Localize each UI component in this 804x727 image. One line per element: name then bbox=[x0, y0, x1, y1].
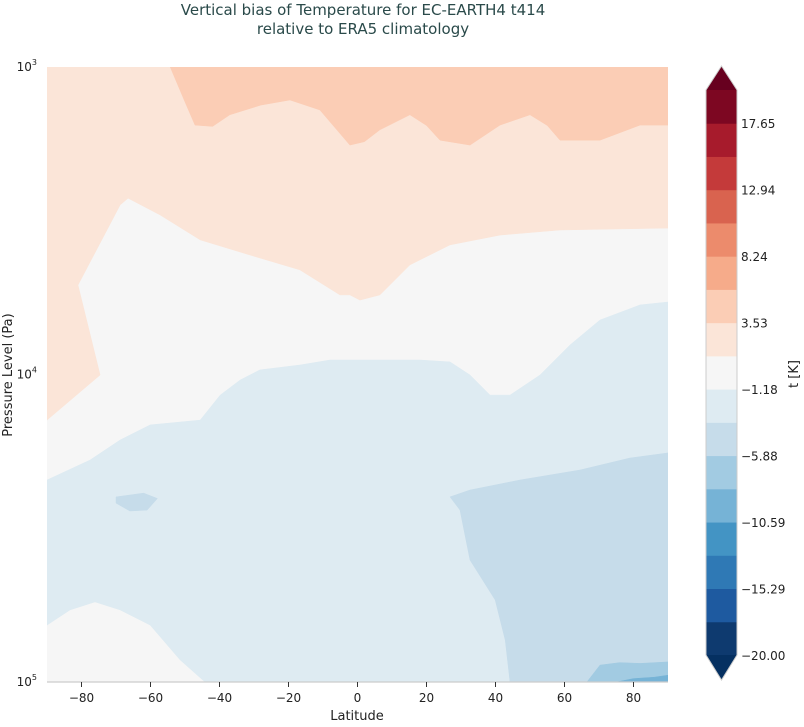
y-tick-exponent: 5 bbox=[32, 673, 37, 682]
y-tick-exponent: 4 bbox=[32, 366, 37, 375]
contour-region-5 bbox=[586, 661, 668, 682]
colorbar-bin bbox=[706, 289, 737, 324]
colorbar-tick-label: 3.53 bbox=[741, 317, 768, 331]
contour-region-3 bbox=[449, 452, 668, 682]
contour-region-0 bbox=[47, 67, 668, 421]
colorbar-bin bbox=[706, 355, 737, 390]
colorbar-over-arrow bbox=[706, 66, 737, 90]
x-tick-label: −60 bbox=[138, 691, 163, 705]
x-axis: −80 −60 −40 −20 0 20 40 60 80 bbox=[69, 682, 641, 705]
contour-regions bbox=[47, 67, 668, 682]
colorbar-bin bbox=[706, 189, 737, 224]
colorbar-bin bbox=[706, 588, 737, 623]
colorbar-bin bbox=[706, 256, 737, 290]
x-tick-label: 80 bbox=[626, 691, 641, 705]
colorbar-bin bbox=[706, 389, 737, 423]
y-tick-exponent: 3 bbox=[32, 58, 37, 67]
contour-region-6 bbox=[616, 674, 668, 682]
colorbar-tick-label: −5.88 bbox=[741, 450, 778, 464]
colorbar-bin bbox=[706, 156, 737, 191]
colorbar-bin bbox=[706, 522, 737, 556]
y-tick-label: 104 bbox=[17, 366, 37, 382]
colorbar-outline bbox=[705, 65, 738, 681]
y-axis: 103 104 105 bbox=[17, 58, 37, 689]
colorbar-bin bbox=[706, 455, 737, 490]
y-axis-label: Pressure Level (Pa) bbox=[1, 313, 16, 436]
y-tick-label: 103 bbox=[17, 58, 37, 74]
colorbar-tick-label: 17.65 bbox=[741, 117, 775, 131]
x-tick-label: −80 bbox=[69, 691, 94, 705]
x-tick-label: 0 bbox=[354, 691, 362, 705]
chart-title-line-2: relative to ERA5 climatology bbox=[257, 20, 469, 38]
colorbar-tick-label: 8.24 bbox=[741, 250, 768, 264]
colorbar-bin bbox=[706, 422, 737, 457]
x-tick-label: −20 bbox=[276, 691, 301, 705]
chart-title-line-1: Vertical bias of Temperature for EC-EART… bbox=[181, 1, 545, 19]
colorbar-tick-label: −1.18 bbox=[741, 383, 778, 397]
colorbar-bin bbox=[706, 322, 737, 357]
x-tick-label: −40 bbox=[207, 691, 232, 705]
colorbar-bin bbox=[706, 123, 737, 157]
colorbar-under-arrow bbox=[706, 655, 737, 680]
colorbar-tick-label: −10.59 bbox=[741, 516, 785, 530]
colorbar-bin bbox=[706, 488, 737, 523]
y-tick-label: 105 bbox=[17, 673, 37, 689]
colorbar-tick-label: 12.94 bbox=[741, 184, 775, 198]
colorbar-tick-label: −15.29 bbox=[741, 582, 785, 596]
contour-region-1 bbox=[169, 67, 668, 146]
colorbar-bin bbox=[706, 90, 737, 124]
colorbar-bin bbox=[706, 555, 737, 590]
colorbar-bin bbox=[706, 222, 737, 257]
plot-area bbox=[47, 67, 668, 683]
colorbar-tick-label: −20.00 bbox=[741, 649, 785, 663]
colorbar-label: t [K] bbox=[787, 360, 802, 388]
x-axis-label: Latitude bbox=[330, 709, 384, 723]
x-tick-label: 20 bbox=[419, 691, 434, 705]
x-tick-label: 60 bbox=[557, 691, 572, 705]
colorbar: −20.00 −15.29 −10.59 −5.88 −1.18 3.53 8.24 12.9… bbox=[705, 65, 785, 681]
contour-region-4 bbox=[115, 492, 158, 512]
x-tick-label: 40 bbox=[488, 691, 503, 705]
colorbar-bin bbox=[706, 621, 737, 656]
